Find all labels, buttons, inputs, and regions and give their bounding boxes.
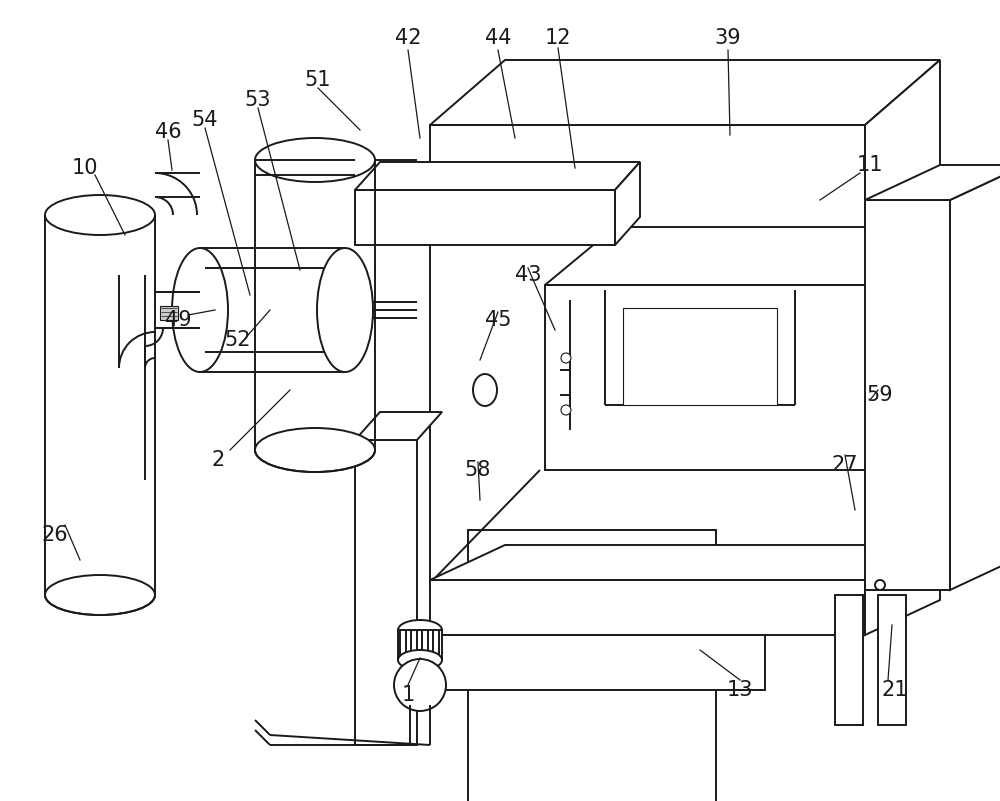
Text: 26: 26 [42,525,68,545]
Ellipse shape [394,659,446,711]
Polygon shape [950,165,1000,590]
Polygon shape [545,227,950,285]
Bar [398,630,442,660]
Polygon shape [865,545,940,635]
Text: 54: 54 [192,110,218,130]
Text: 53: 53 [245,90,271,110]
Ellipse shape [317,248,373,372]
Text: 39: 39 [715,28,741,48]
Polygon shape [430,60,940,125]
Text: 59: 59 [867,385,893,405]
Text: 44: 44 [485,28,511,48]
Ellipse shape [875,580,885,590]
Bar [878,595,906,725]
Ellipse shape [561,353,571,363]
Text: 11: 11 [857,155,883,175]
Bar [865,200,950,590]
Text: 45: 45 [485,310,511,330]
Ellipse shape [172,248,228,372]
Bar [430,580,865,635]
Text: 42: 42 [395,28,421,48]
Ellipse shape [45,575,155,615]
Bar [835,595,863,725]
Ellipse shape [255,138,375,182]
Ellipse shape [255,428,375,472]
Text: 2: 2 [211,450,225,470]
Bar [430,635,765,690]
Text: 27: 27 [832,455,858,475]
Polygon shape [355,412,442,440]
Text: 49: 49 [165,310,191,330]
Ellipse shape [561,405,571,415]
Bar [468,530,716,801]
Bar [623,308,777,405]
Text: 10: 10 [72,158,98,178]
Polygon shape [865,165,1000,200]
Ellipse shape [398,620,442,640]
Text: 1: 1 [401,685,415,705]
Polygon shape [430,545,940,580]
Bar [355,440,417,745]
Polygon shape [615,162,640,245]
Ellipse shape [473,374,497,406]
Bar [355,190,615,245]
Bar [430,125,865,585]
Text: 58: 58 [465,460,491,480]
Ellipse shape [398,650,442,670]
Polygon shape [880,227,950,470]
Text: 21: 21 [882,680,908,700]
Text: 46: 46 [155,122,181,142]
Polygon shape [865,60,940,585]
Text: 43: 43 [515,265,541,285]
Polygon shape [355,162,640,190]
Bar [160,306,178,320]
Text: 52: 52 [225,330,251,350]
Text: 51: 51 [305,70,331,90]
Text: 12: 12 [545,28,571,48]
Text: 13: 13 [727,680,753,700]
Bar [545,285,880,470]
Ellipse shape [45,195,155,235]
